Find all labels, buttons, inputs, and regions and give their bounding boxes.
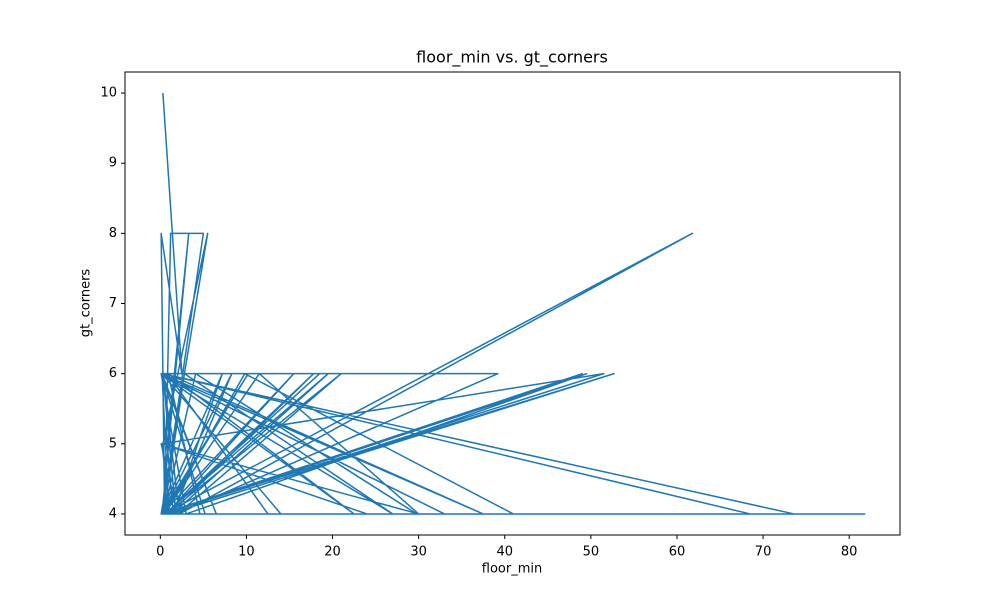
y-tick-label: 10 [100, 86, 117, 101]
y-tick-label: 4 [109, 506, 117, 521]
y-tick-label: 9 [109, 156, 117, 171]
x-tick-label: 80 [841, 545, 858, 560]
chart-title: floor_min vs. gt_corners [416, 48, 608, 68]
y-tick-label: 6 [109, 366, 117, 381]
x-tick-label: 30 [410, 545, 427, 560]
y-axis-label: gt_corners [79, 269, 94, 338]
y-tick-label: 5 [109, 436, 117, 451]
x-tick-label: 70 [755, 545, 772, 560]
y-tick-label: 7 [109, 296, 117, 311]
y-tick-label: 8 [109, 226, 117, 241]
x-tick-label: 50 [583, 545, 600, 560]
x-tick-label: 20 [324, 545, 341, 560]
x-axis-label: floor_min [482, 562, 542, 577]
x-tick-label: 40 [496, 545, 513, 560]
x-tick-label: 0 [156, 545, 164, 560]
data-line [160, 92, 866, 515]
x-tick-label: 10 [238, 545, 255, 560]
x-tick-label: 60 [669, 545, 686, 560]
